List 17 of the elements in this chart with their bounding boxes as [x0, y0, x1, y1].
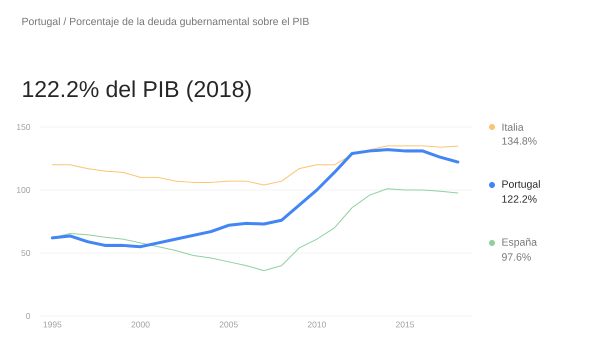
- legend-label: Italia: [502, 123, 524, 131]
- text: 122.2%: [502, 195, 537, 203]
- y-tick-label: 100: [16, 187, 30, 193]
- x-tick-label: 2015: [396, 322, 414, 328]
- text: 97.6%: [502, 253, 531, 261]
- legend-label: Portugal: [502, 180, 540, 190]
- x-tick-label: 2005: [220, 322, 238, 328]
- legend-label: España: [502, 238, 537, 248]
- y-tick-label: 50: [21, 250, 30, 256]
- text: 134.8%: [502, 137, 537, 145]
- text: Portugal / Porcentaje de la deuda gubernamental sobre el PIB: [22, 17, 309, 28]
- x-tick-label: 1995: [44, 322, 62, 328]
- chart-title: 122.2% del PIB (2018): [23, 80, 251, 102]
- y-tick-label: 0: [26, 313, 30, 319]
- y-tick-label: 150: [16, 124, 30, 130]
- x-tick-label: 2000: [132, 322, 150, 328]
- x-tick-label: 2010: [308, 322, 326, 328]
